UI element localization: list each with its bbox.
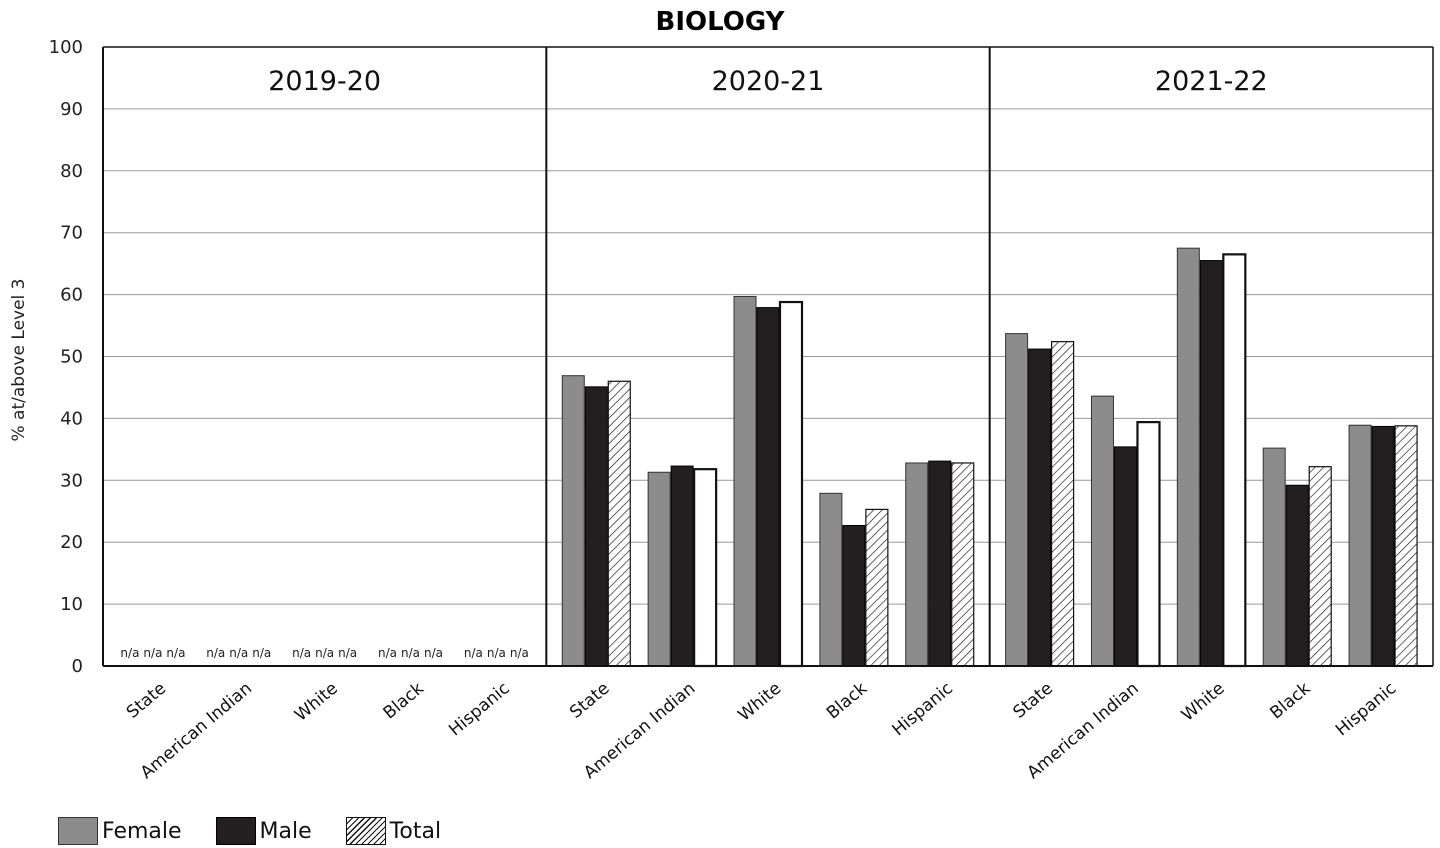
chart-title: BIOLOGY bbox=[656, 7, 786, 37]
bar-female bbox=[1176, 247, 1200, 667]
y-tick-label-60: 60 bbox=[60, 285, 83, 306]
x-tick-label: White bbox=[1178, 679, 1229, 726]
legend-item-female: Female bbox=[58, 817, 182, 845]
y-tick-label-70: 70 bbox=[60, 223, 83, 244]
legend-label-male: Male bbox=[259, 818, 312, 844]
x-tick-label: Hispanic bbox=[889, 679, 957, 741]
x-tick-label: Black bbox=[1266, 678, 1314, 723]
bar-total bbox=[1136, 421, 1161, 668]
na-label: n/a bbox=[292, 646, 311, 660]
y-tick-label-50: 50 bbox=[60, 347, 83, 368]
x-tick-label: State bbox=[566, 679, 613, 723]
bar-female bbox=[1348, 424, 1372, 667]
x-tick-label: White bbox=[291, 679, 342, 726]
x-tick-label: State bbox=[1009, 679, 1056, 723]
bar-female bbox=[905, 462, 929, 667]
bar-male bbox=[1113, 446, 1137, 667]
na-label: n/a bbox=[315, 646, 334, 660]
bar-total bbox=[693, 468, 718, 668]
na-label: n/a bbox=[487, 646, 506, 660]
y-tick-label-90: 90 bbox=[60, 99, 83, 120]
na-label: n/a bbox=[338, 646, 357, 660]
bar-female bbox=[647, 471, 671, 667]
na-label: n/a bbox=[206, 646, 225, 660]
bar-male bbox=[1028, 348, 1052, 667]
y-tick-label-10: 10 bbox=[60, 594, 83, 615]
legend: Female Male Total bbox=[58, 814, 475, 848]
bar-male bbox=[756, 307, 780, 667]
na-label: n/a bbox=[166, 646, 185, 660]
bar-total bbox=[778, 300, 804, 668]
bar-total bbox=[1050, 341, 1075, 667]
bar-male bbox=[584, 386, 608, 667]
bar-total bbox=[1308, 466, 1332, 667]
x-tick-label: White bbox=[734, 679, 785, 726]
legend-swatch-female bbox=[58, 817, 98, 845]
legend-swatch-male bbox=[215, 817, 256, 845]
panel-year-label: 2020-21 bbox=[712, 66, 825, 97]
bar-total bbox=[951, 462, 975, 667]
bar-male bbox=[1371, 425, 1395, 667]
na-label: n/a bbox=[424, 646, 443, 660]
x-tick-label: Black bbox=[380, 678, 428, 723]
x-tick-label: Black bbox=[823, 678, 871, 723]
bar-male bbox=[1199, 260, 1223, 667]
bar-female bbox=[561, 375, 585, 667]
biology-chart: BIOLOGY % at/above Level 3 0 10 20 30 40 50 60… bbox=[9, 7, 1434, 783]
na-label: n/a bbox=[252, 646, 271, 660]
y-tick-label-0: 0 bbox=[72, 656, 83, 677]
na-label: n/a bbox=[229, 646, 248, 660]
y-tick-label-30: 30 bbox=[60, 470, 83, 491]
na-label: n/a bbox=[143, 646, 162, 660]
legend-item-total: Total bbox=[345, 817, 442, 845]
x-tick-label: State bbox=[123, 679, 170, 723]
y-axis-label: % at/above Level 3 bbox=[9, 279, 29, 442]
bar-female bbox=[1262, 447, 1286, 667]
bar-female bbox=[733, 295, 757, 667]
y-tick-label-40: 40 bbox=[60, 408, 83, 429]
na-label: n/a bbox=[120, 646, 139, 660]
na-label: n/a bbox=[510, 646, 529, 660]
bar-male bbox=[670, 465, 694, 667]
bar-total bbox=[1394, 425, 1418, 667]
legend-label-total: Total bbox=[389, 818, 442, 844]
bar-male bbox=[842, 524, 866, 667]
x-tick-label: Hispanic bbox=[1332, 679, 1400, 741]
y-tick-label-100: 100 bbox=[49, 37, 83, 58]
bar-female bbox=[819, 492, 843, 667]
legend-swatch-total bbox=[345, 817, 386, 845]
na-label: n/a bbox=[378, 646, 397, 660]
y-tick-label-20: 20 bbox=[60, 532, 83, 553]
panel-year-label: 2021-22 bbox=[1155, 66, 1268, 97]
panel-year-label: 2019-20 bbox=[268, 66, 381, 97]
na-label: n/a bbox=[464, 646, 483, 660]
bar-total bbox=[865, 508, 889, 667]
legend-item-male: Male bbox=[215, 817, 312, 845]
bar-total bbox=[1222, 253, 1247, 668]
bar-male bbox=[928, 460, 952, 667]
bar-male bbox=[1285, 484, 1309, 667]
x-tick-label: Hispanic bbox=[445, 679, 513, 741]
bar-total bbox=[607, 380, 631, 667]
bar-female bbox=[1090, 395, 1114, 667]
na-label: n/a bbox=[401, 646, 420, 660]
legend-label-female: Female bbox=[102, 818, 182, 844]
y-tick-label-80: 80 bbox=[60, 161, 83, 182]
bar-female bbox=[1005, 333, 1029, 667]
